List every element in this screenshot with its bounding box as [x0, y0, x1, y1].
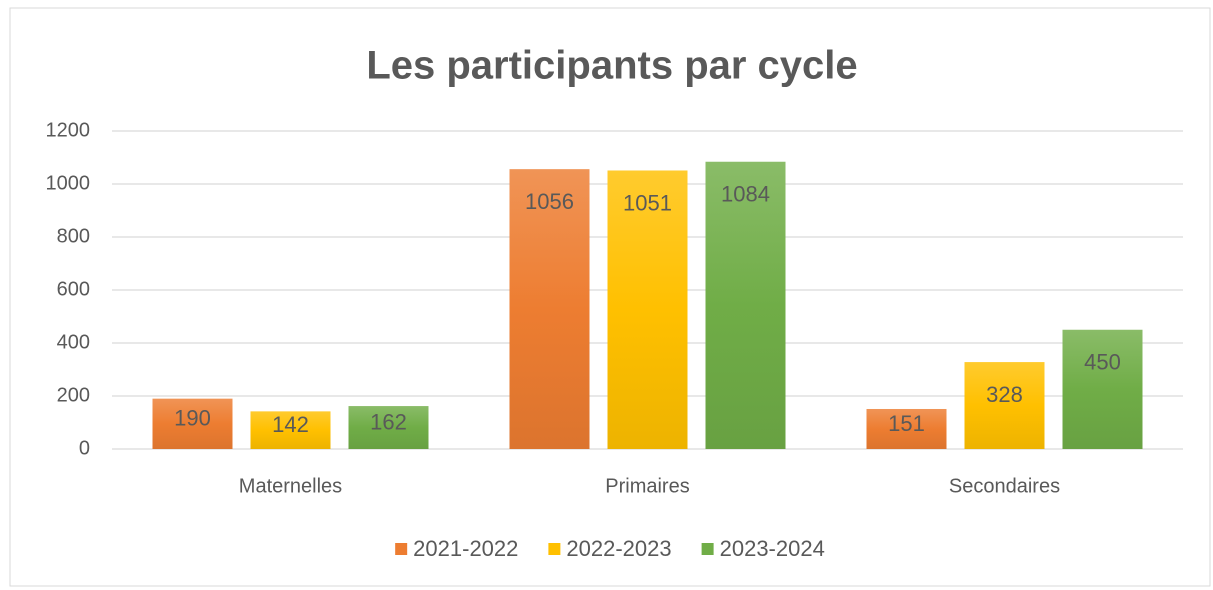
y-tick-label: 400	[57, 331, 90, 353]
y-tick-label: 200	[57, 384, 90, 406]
bar	[866, 408, 947, 449]
x-tick-label: Maternelles	[239, 475, 342, 497]
legend-label: 2023-2024	[720, 536, 825, 561]
x-tick-label: Secondaires	[949, 475, 1060, 497]
y-tick-label: 0	[79, 437, 90, 459]
bar	[509, 169, 590, 449]
chart-title: Les participants par cycle	[366, 44, 857, 88]
legend-label: 2022-2023	[566, 536, 671, 561]
data-label: 1056	[525, 189, 574, 214]
data-label: 190	[174, 406, 211, 431]
data-label: 328	[986, 382, 1023, 407]
bar	[250, 411, 331, 449]
legend: 2021-2022 2022-2023 2023-2024	[395, 536, 825, 561]
data-label: 450	[1084, 350, 1121, 375]
bar	[152, 398, 233, 449]
y-tick-label: 1000	[46, 172, 91, 194]
data-label: 142	[272, 412, 309, 437]
data-label: 151	[888, 411, 925, 436]
legend-swatch	[395, 543, 408, 555]
legend-swatch	[548, 543, 561, 555]
y-tick-label: 800	[57, 225, 90, 247]
bar	[1062, 329, 1143, 449]
data-label: 1051	[623, 190, 672, 215]
bar	[705, 161, 786, 450]
bar	[348, 406, 429, 449]
y-tick-label: 600	[57, 278, 90, 300]
x-tick-label: Primaires	[605, 475, 689, 497]
bar	[607, 170, 688, 450]
legend-label: 2021-2022	[413, 536, 518, 561]
legend-swatch	[701, 543, 714, 555]
data-label: 1084	[721, 182, 770, 207]
y-tick-label: 1200	[46, 119, 91, 141]
data-label: 162	[370, 409, 407, 434]
bar	[964, 362, 1045, 449]
